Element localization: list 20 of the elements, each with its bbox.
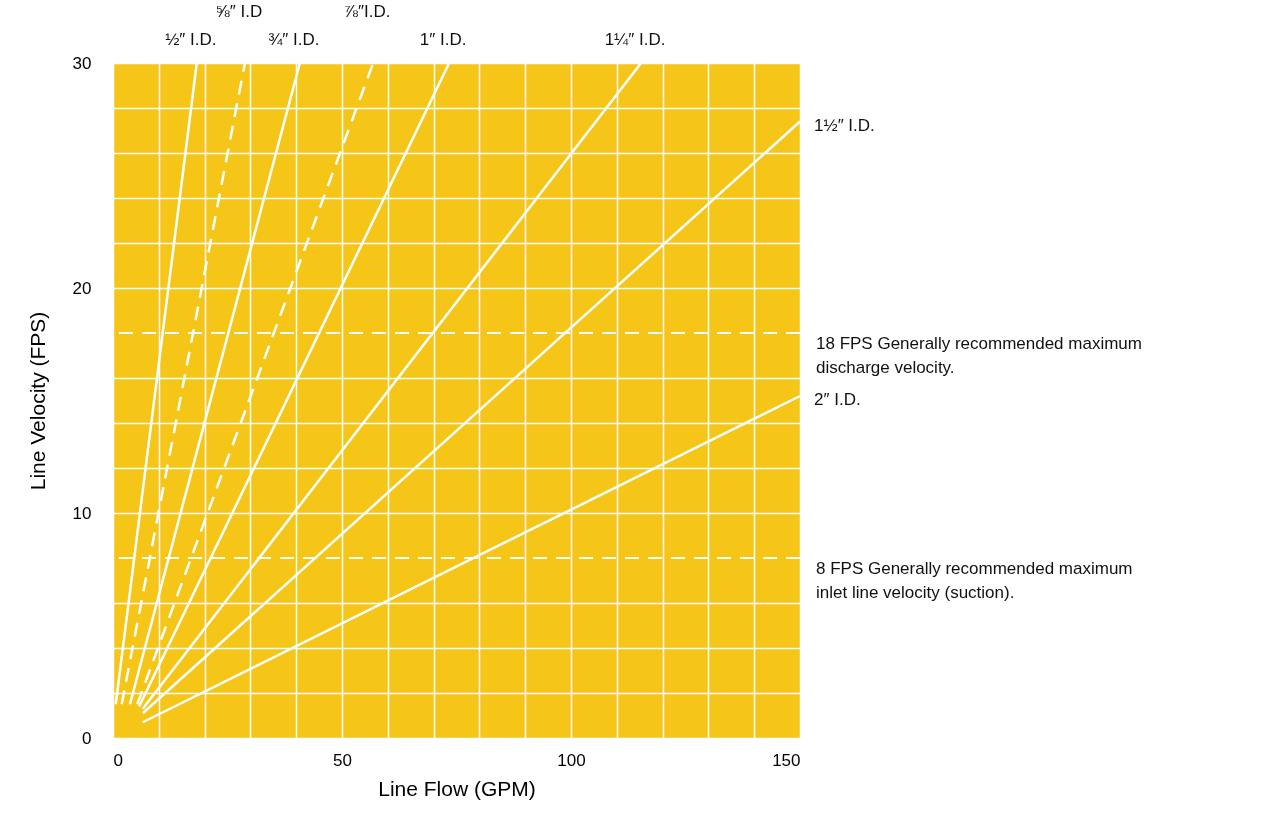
x-tick-label: 50 <box>333 750 352 770</box>
y-tick-label: 0 <box>82 728 92 748</box>
text: ⅝″ I.D <box>215 2 263 21</box>
y-axis-title: Line Velocity (FPS) <box>25 311 49 491</box>
ref-line-label: 18 FPS Generally recommended maximum discharge velocity. <box>816 334 1142 377</box>
x-axis-title: Line Flow (GPM) <box>378 776 536 800</box>
series-label: ½″ I.D. <box>165 30 217 49</box>
y-tick-label: 10 <box>72 503 92 523</box>
series-label: 1½″ I.D. <box>814 115 875 135</box>
ref-line-label: 8 FPS Generally recommended maximum inlet line velocity (suction). <box>816 559 1133 602</box>
y-tick-label: 30 <box>72 53 92 73</box>
series-label: ¾″ I.D. <box>268 30 320 49</box>
x-tick-label: 0 <box>113 750 123 770</box>
series-label: 2″ I.D. <box>814 390 861 409</box>
series-label: 1¼″ I.D. <box>604 30 666 49</box>
series-label: 1″ I.D. <box>419 30 467 49</box>
x-tick-label: 100 <box>557 750 586 770</box>
text: ⅞″I.D. <box>343 2 391 21</box>
y-tick-label: 20 <box>72 278 92 298</box>
x-tick-label: 150 <box>772 750 801 770</box>
